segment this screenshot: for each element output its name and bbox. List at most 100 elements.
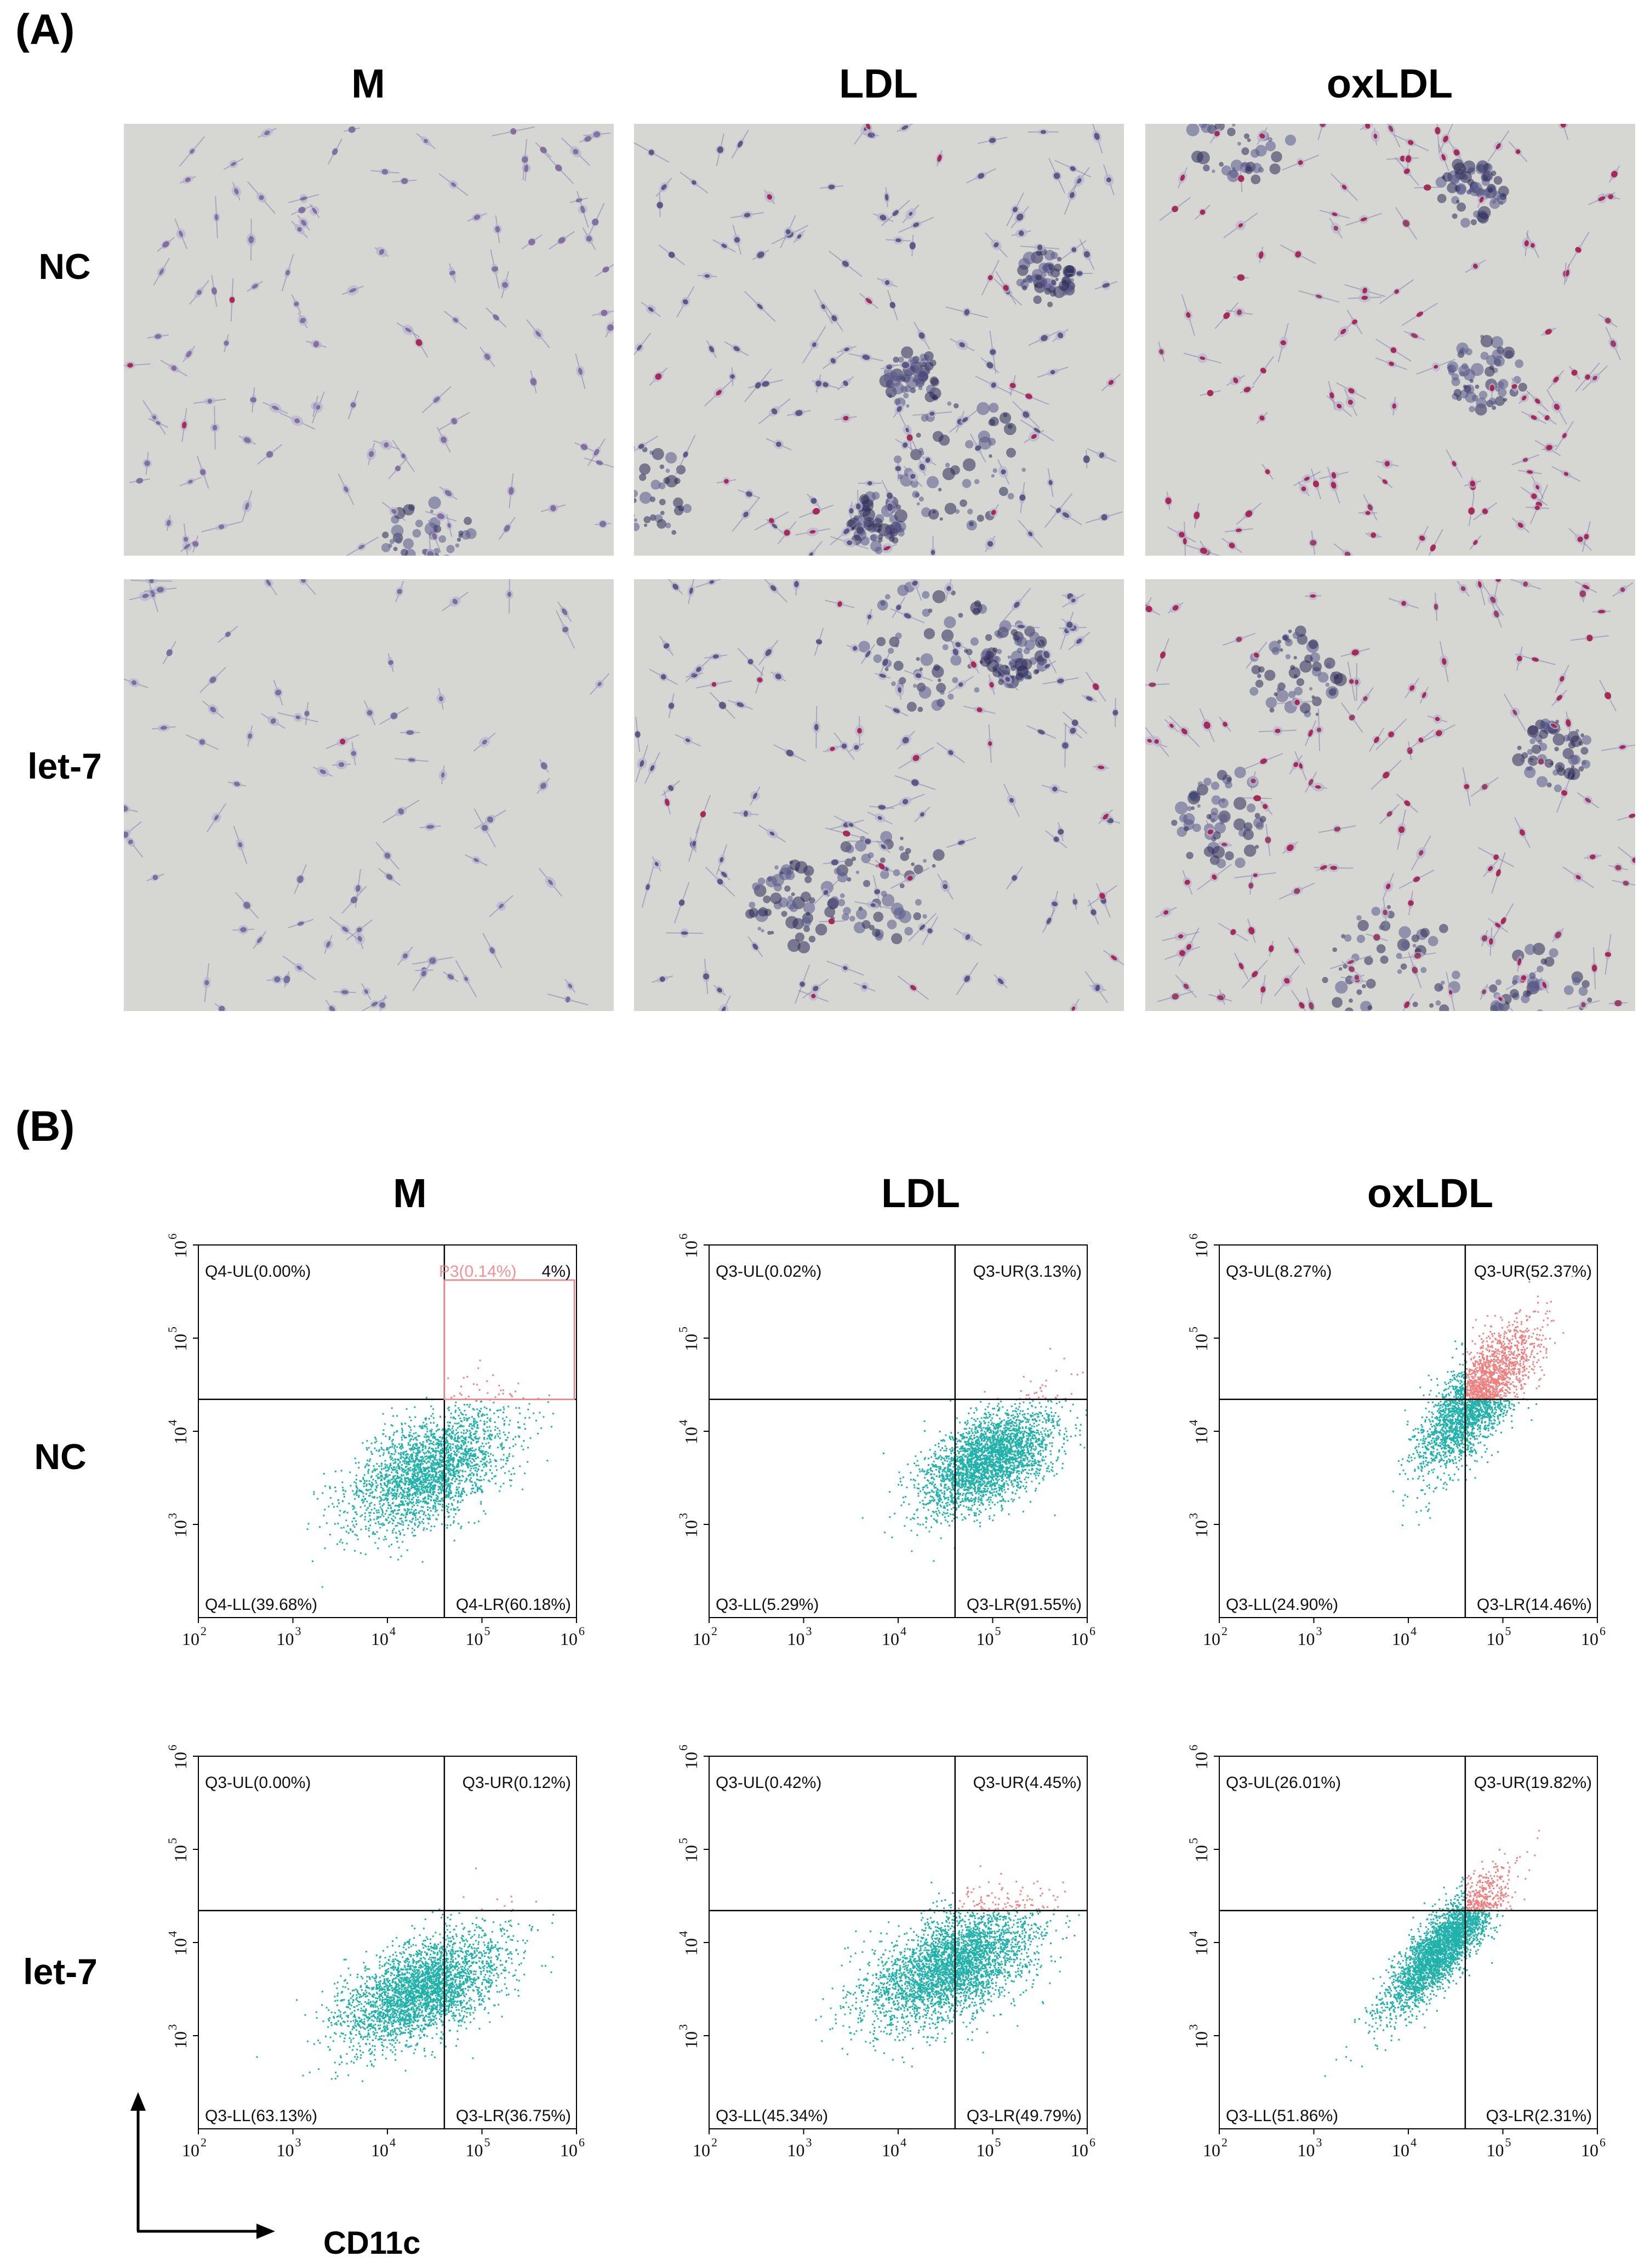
quadrant-label-ur: Q3-UR(0.12%) [463, 1774, 571, 1792]
event-dots [1392, 1276, 1573, 1526]
y-tick: 106 [165, 1745, 190, 1769]
y-tick: 104 [165, 1420, 190, 1444]
quadrant-label-ul: Q3-UL(0.02%) [716, 1262, 821, 1281]
x-tick-label: 10 [1071, 1629, 1088, 1649]
quadrant-label-ur: Q3-UR(3.13%) [973, 1262, 1082, 1281]
quadrant-label-ll: Q3-LL(45.34%) [716, 2107, 828, 2125]
y-tick-exponent: 4 [676, 1420, 690, 1426]
quadrant-label-ll: Q3-LL(51.86%) [1226, 2107, 1338, 2125]
y-tick-exponent: 4 [1186, 1420, 1200, 1426]
quadrant-label-ul: Q3-UL(0.42%) [716, 1774, 821, 1792]
quadrant-label-lr: Q3-LR(49.79%) [967, 2107, 1082, 2125]
x-tick-label: 10 [977, 2140, 994, 2160]
y-tick-label: 10 [1191, 1241, 1211, 1258]
x-tick-exponent: 2 [1221, 1624, 1227, 1638]
quadrant-label-ul: Q4-UL(0.00%) [205, 1262, 311, 1281]
y-tick: 106 [165, 1233, 190, 1258]
x-tick-exponent: 4 [1411, 1624, 1417, 1638]
y-tick-exponent: 5 [676, 1327, 690, 1333]
event-dots [862, 1348, 1087, 1562]
y-tick: 103 [676, 2024, 701, 2049]
y-tick: 105 [1186, 1327, 1211, 1351]
x-tick-exponent: 4 [900, 2135, 906, 2149]
y-tick-label: 10 [681, 1938, 701, 1956]
x-tick-label: 10 [182, 2140, 199, 2160]
y-tick-exponent: 3 [1186, 1513, 1200, 1519]
y-tick: 105 [676, 1838, 701, 1863]
y-tick-label: 10 [681, 2031, 701, 2049]
quadrant-label-ur: Q3-UR(19.82%) [1474, 1774, 1592, 1792]
x-tick-exponent: 5 [484, 1624, 490, 1638]
x-tick-exponent: 6 [1089, 1624, 1095, 1638]
x-tick-exponent: 4 [900, 1624, 906, 1638]
y-tick: 104 [676, 1931, 701, 1956]
y-tick-label: 10 [1191, 1427, 1211, 1444]
y-tick-exponent: 3 [165, 2024, 179, 2030]
x-tick-label: 10 [1392, 2140, 1409, 2160]
flow-plot-nc-m: P3(0.14%) 4%)Q4-UL(0.00%)Q4-LL(39.68%) Q4-… [165, 1233, 585, 1649]
x-tick-label: 10 [882, 1629, 899, 1649]
y-tick-exponent: 4 [165, 1931, 179, 1937]
arrow-right-icon [256, 2224, 275, 2239]
x-tick-exponent: 2 [711, 2135, 717, 2149]
y-tick-exponent: 4 [1186, 1931, 1200, 1937]
x-tick-label: 10 [1298, 1629, 1315, 1649]
x-tick-label: 10 [277, 1629, 294, 1649]
x-tick-label: 10 [560, 2140, 578, 2160]
event-dots [1324, 1830, 1540, 2077]
quadrant-label-lr: Q4-LR(60.18%) [456, 1596, 571, 1614]
y-tick: 106 [676, 1745, 701, 1769]
x-tick-exponent: 4 [390, 1624, 396, 1638]
y-tick: 103 [165, 1513, 190, 1538]
x-tick-exponent: 2 [711, 1624, 717, 1638]
y-tick-exponent: 3 [1186, 2024, 1200, 2030]
x-tick-label: 10 [787, 1629, 805, 1649]
event-dots [815, 1865, 1080, 2067]
x-tick-exponent: 2 [201, 1624, 207, 1638]
quadrant-label-ll: Q3-LL(24.90%) [1226, 1596, 1338, 1614]
x-tick-exponent: 2 [1221, 2135, 1227, 2149]
x-tick-exponent: 5 [1505, 2135, 1511, 2149]
quadrant-label-ur: Q3-UR(4.45%) [973, 1774, 1082, 1792]
quadrant-label-lr: Q3-LR(2.31%) [1486, 2107, 1592, 2125]
y-tick-label: 10 [1191, 1334, 1211, 1351]
x-tick-exponent: 3 [295, 1624, 301, 1638]
x-tick-label: 10 [466, 1629, 483, 1649]
x-tick-label: 10 [1203, 1629, 1220, 1649]
y-tick-label: 10 [1191, 1520, 1211, 1538]
quadrant-label-ul: Q3-UL(8.27%) [1226, 1262, 1332, 1281]
y-tick-label: 10 [170, 1520, 190, 1538]
quadrant-label-ll: Q3-LL(5.29%) [716, 1596, 819, 1614]
x-tick-exponent: 2 [201, 2135, 207, 2149]
y-tick: 103 [165, 2024, 190, 2049]
x-tick-exponent: 6 [579, 1624, 585, 1638]
x-tick-label: 10 [182, 1629, 199, 1649]
y-tick: 103 [1186, 2024, 1211, 2049]
x-tick-label: 10 [1581, 1629, 1598, 1649]
x-tick-label: 10 [693, 2140, 710, 2160]
y-tick-exponent: 4 [676, 1931, 690, 1937]
y-tick: 103 [676, 1513, 701, 1538]
y-tick-label: 10 [170, 1241, 190, 1258]
y-tick-exponent: 5 [165, 1327, 179, 1333]
x-tick-exponent: 6 [579, 2135, 585, 2149]
x-tick-exponent: 5 [995, 2135, 1001, 2149]
y-tick-exponent: 3 [165, 1513, 179, 1519]
x-tick-exponent: 3 [806, 2135, 812, 2149]
y-tick: 104 [1186, 1931, 1211, 1956]
event-dots [256, 1867, 555, 2082]
quadrant-label-ur: Q3-UR(52.37%) [1474, 1262, 1592, 1281]
event-dots [307, 1359, 554, 1587]
y-tick: 106 [1186, 1233, 1211, 1258]
y-tick: 105 [1186, 1838, 1211, 1863]
x-tick-label: 10 [560, 1629, 578, 1649]
x-tick-exponent: 6 [1600, 2135, 1606, 2149]
y-tick: 103 [1186, 1513, 1211, 1538]
y-tick: 105 [165, 1327, 190, 1351]
y-tick-label: 10 [681, 1752, 701, 1769]
y-tick-exponent: 6 [165, 1233, 179, 1239]
y-tick: 105 [165, 1838, 190, 1863]
x-tick-exponent: 3 [295, 2135, 301, 2149]
y-tick-label: 10 [170, 1752, 190, 1769]
y-tick-label: 10 [681, 1427, 701, 1444]
